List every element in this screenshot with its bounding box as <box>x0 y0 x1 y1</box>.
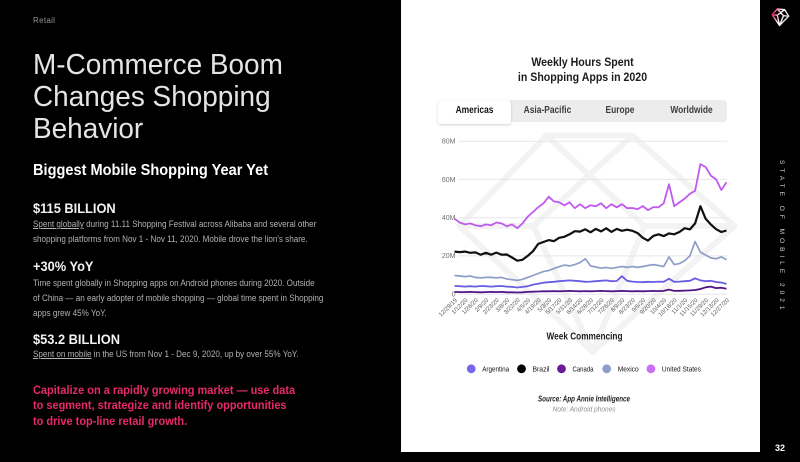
svg-text:Source: App Annie Intelligence: Source: App Annie Intelligence <box>538 395 630 404</box>
svg-text:60M: 60M <box>441 177 455 184</box>
svg-text:Brazil: Brazil <box>532 364 549 373</box>
svg-text:Week Commencing: Week Commencing <box>546 331 622 343</box>
svg-text:Note: Android phones: Note: Android phones <box>552 405 615 414</box>
svg-text:United States: United States <box>661 364 700 373</box>
svg-text:20M: 20M <box>441 253 455 260</box>
svg-text:80M: 80M <box>441 139 455 146</box>
svg-text:Argentina: Argentina <box>482 364 510 373</box>
svg-text:40M: 40M <box>441 215 455 222</box>
svg-text:Canada: Canada <box>572 364 594 373</box>
svg-text:0: 0 <box>451 292 455 299</box>
svg-text:Mexico: Mexico <box>617 364 638 373</box>
